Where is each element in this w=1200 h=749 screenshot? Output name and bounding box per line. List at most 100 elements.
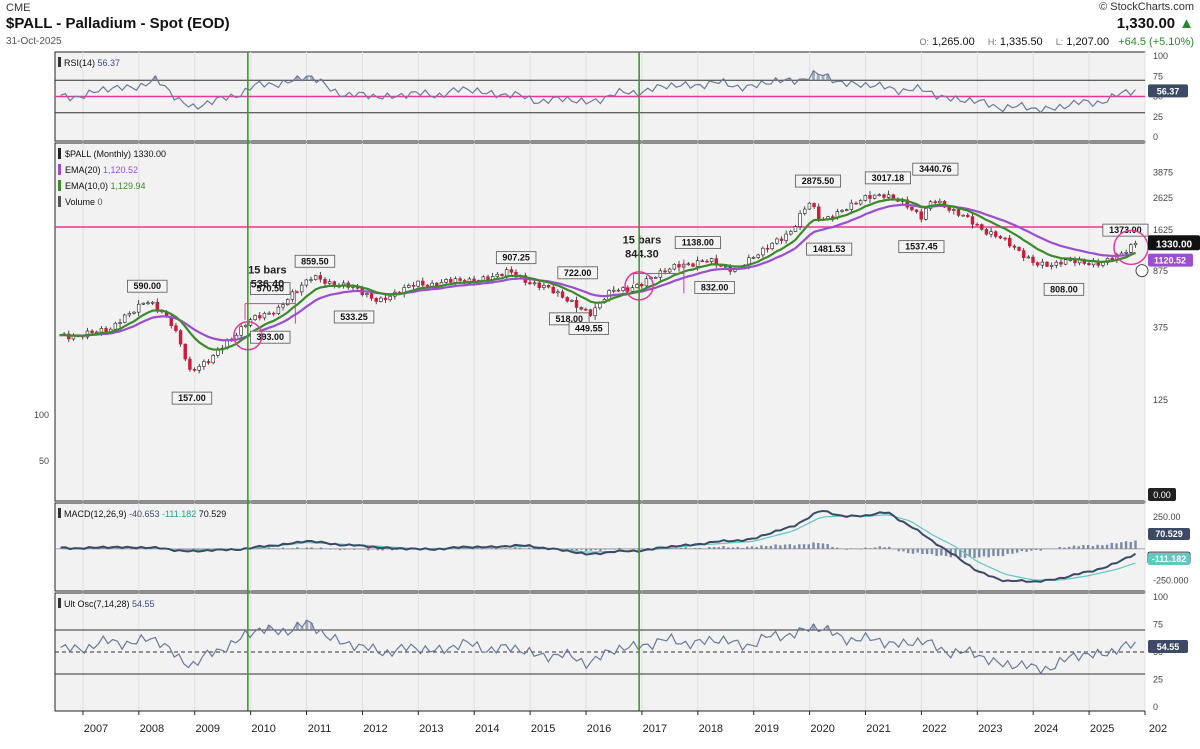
candle-up [807,202,812,210]
price-annotation-box [1043,282,1085,296]
candle-down [891,194,895,200]
candle-up [849,202,854,210]
price-tick-label: 125 [1153,395,1168,405]
candle-down [411,285,416,287]
candle-down [551,286,555,294]
candle-up [961,214,965,217]
candle-up [593,307,597,316]
candle-down [677,264,681,268]
macd-histogram-bar [727,547,730,549]
price-annotation: 832.00 [701,282,729,292]
macd-histogram-bar [87,548,91,549]
macd-histogram-bar [135,548,138,550]
measure-bars-label: 15 bars [623,234,662,246]
macd-tick-label: 250.00 [1153,512,1181,522]
price-tick-label: 2625 [1153,193,1173,203]
macd-histogram-bar [480,548,484,550]
x-axis-year-label: 2008 [140,723,164,735]
macd-histogram-bar [1115,543,1118,549]
x-axis-year-label: 2010 [251,723,275,735]
low-label: L: [1055,37,1064,47]
macd-histogram-bar [532,548,536,550]
candle-up [761,247,765,256]
candle-up [872,194,877,199]
candle-down [374,298,378,302]
open-label: O: [919,37,929,47]
candle-up [122,314,127,323]
macd-histogram-bar [736,546,739,549]
candle-down [579,307,583,310]
x-axis-year-label: 2009 [196,723,220,735]
macd-histogram-bar [897,548,900,552]
macd-histogram-bar [1105,544,1109,549]
candle-down [640,284,644,287]
candle-down [588,309,593,316]
candle-up [1129,244,1133,253]
candle-down [947,206,951,211]
candle-up [504,269,509,277]
macd-histogram-bar [1058,546,1061,549]
copyright[interactable]: © StockCharts.com [1099,1,1194,13]
candle-up [211,355,215,364]
high-label: H: [987,37,997,47]
candle-up [654,276,658,279]
candle-down [812,202,816,208]
macd-histogram-bar [566,548,569,550]
macd-histogram-bar [698,547,702,549]
x-axis-year-label: 2018 [699,723,723,735]
candle-down [868,195,872,199]
candle-down [705,260,709,263]
macd-histogram-bar [310,547,313,549]
macd-histogram-bar [973,548,976,559]
candle-down [956,209,961,216]
macd-last-label: -111.182 [1152,554,1187,564]
x-axis-year-label: 2025 [1090,723,1114,735]
candle-down [975,223,979,226]
macd-histogram-bar [826,544,829,549]
macd-histogram-bar [996,548,1000,557]
macd-histogram-bar [793,545,796,549]
candle-up [1063,259,1068,265]
candle-up [99,328,104,333]
legend-swatch [58,598,61,608]
candle-down [178,330,183,345]
macd-histogram-bar [873,547,877,549]
candle-up [989,231,993,235]
macd-histogram-bar [959,548,962,558]
macd-histogram-bar [613,548,616,550]
macd-histogram-bar [111,548,114,549]
macd-histogram-bar [632,548,635,549]
price-annotation: 393.00 [256,332,284,342]
macd-histogram-bar [845,548,848,550]
last-price: 1,330.00 ▲ [1117,15,1194,32]
macd-histogram-bar [798,544,801,549]
candle-down [206,361,211,364]
candle-up [803,208,807,214]
candle-down [174,325,178,331]
x-axis-year-label: 2013 [419,723,443,735]
rsi-legend: RSI(14) 56.37 [64,58,120,68]
macd-histogram-bar [968,548,971,557]
legend-swatch [58,148,61,159]
x-axis-year-label: 2023 [978,723,1002,735]
x-axis-year-label: 202 [1149,723,1167,735]
macd-histogram-bar [1011,548,1014,554]
candle-up [281,304,285,308]
candle-up [695,260,700,267]
macd-histogram-bar [1134,540,1137,549]
price-annotation: 907.25 [502,253,530,263]
macd-histogram-bar [1015,548,1019,553]
price-annotation-box [495,251,537,265]
candle-up [327,281,332,284]
ema-last-label: 1120.52 [1154,256,1186,266]
macd-histogram-bar [987,548,990,558]
candle-down [192,369,197,371]
candle-down [546,285,551,288]
macd-histogram-bar [674,548,678,549]
candle-down [104,328,108,333]
macd-histogram-bar [750,546,754,549]
price-annotation-box [912,162,959,176]
x-axis-year-label: 2016 [587,723,611,735]
macd-histogram-bar [854,548,858,550]
